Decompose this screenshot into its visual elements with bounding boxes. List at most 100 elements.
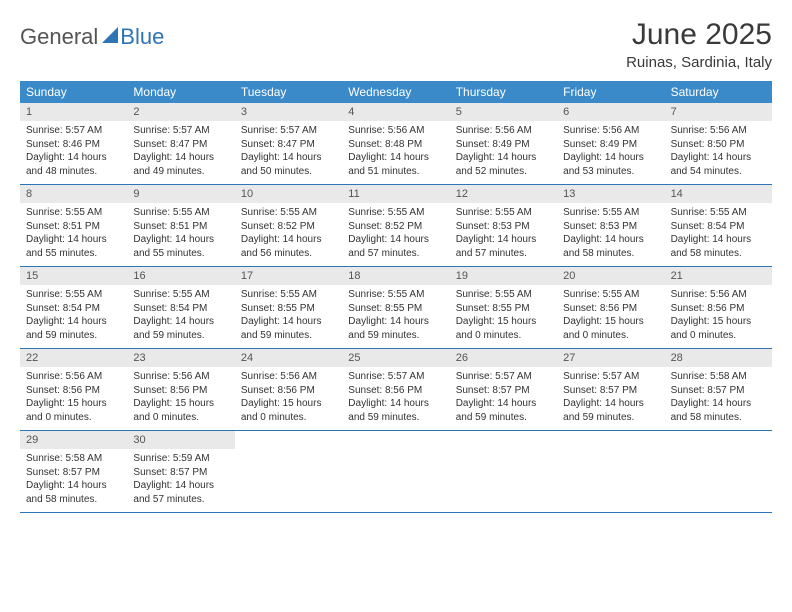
weekday-label: Monday [127,81,234,103]
daylight-text-2: and 58 minutes. [26,493,121,507]
sunrise-text: Sunrise: 5:55 AM [348,288,443,302]
daylight-text-2: and 59 minutes. [456,411,551,425]
day-details: Sunrise: 5:55 AMSunset: 8:53 PMDaylight:… [450,203,557,266]
sunrise-text: Sunrise: 5:55 AM [133,206,228,220]
sunset-text: Sunset: 8:54 PM [671,220,766,234]
weekday-label: Sunday [20,81,127,103]
sunrise-text: Sunrise: 5:56 AM [26,370,121,384]
calendar-cell: 29Sunrise: 5:58 AMSunset: 8:57 PMDayligh… [20,431,127,512]
sunrise-text: Sunrise: 5:56 AM [563,124,658,138]
sunrise-text: Sunrise: 5:57 AM [133,124,228,138]
calendar-week: 15Sunrise: 5:55 AMSunset: 8:54 PMDayligh… [20,267,772,349]
daylight-text-2: and 0 minutes. [671,329,766,343]
day-number: 7 [665,103,772,121]
month-title: June 2025 [626,18,772,52]
daylight-text-2: and 56 minutes. [241,247,336,261]
daylight-text-1: Daylight: 14 hours [241,151,336,165]
sunrise-text: Sunrise: 5:55 AM [241,206,336,220]
calendar-cell: 21Sunrise: 5:56 AMSunset: 8:56 PMDayligh… [665,267,772,348]
day-details: Sunrise: 5:55 AMSunset: 8:54 PMDaylight:… [127,285,234,348]
daylight-text-2: and 0 minutes. [563,329,658,343]
calendar-cell: 4Sunrise: 5:56 AMSunset: 8:48 PMDaylight… [342,103,449,184]
sunset-text: Sunset: 8:57 PM [456,384,551,398]
sunrise-text: Sunrise: 5:55 AM [133,288,228,302]
daylight-text-1: Daylight: 14 hours [241,233,336,247]
sunset-text: Sunset: 8:51 PM [26,220,121,234]
daylight-text-2: and 59 minutes. [348,329,443,343]
sunset-text: Sunset: 8:57 PM [26,466,121,480]
sunrise-text: Sunrise: 5:56 AM [671,288,766,302]
daylight-text-2: and 48 minutes. [26,165,121,179]
calendar-cell: 5Sunrise: 5:56 AMSunset: 8:49 PMDaylight… [450,103,557,184]
calendar-cell: 9Sunrise: 5:55 AMSunset: 8:51 PMDaylight… [127,185,234,266]
sunset-text: Sunset: 8:47 PM [241,138,336,152]
calendar-cell [665,431,772,512]
day-number: 15 [20,267,127,285]
day-number: 14 [665,185,772,203]
daylight-text-1: Daylight: 14 hours [563,233,658,247]
day-details: Sunrise: 5:55 AMSunset: 8:55 PMDaylight:… [342,285,449,348]
day-number: 6 [557,103,664,121]
daylight-text-1: Daylight: 14 hours [671,151,766,165]
calendar-cell [450,431,557,512]
sunset-text: Sunset: 8:50 PM [671,138,766,152]
weekday-label: Saturday [665,81,772,103]
day-details: Sunrise: 5:56 AMSunset: 8:50 PMDaylight:… [665,121,772,184]
day-details: Sunrise: 5:55 AMSunset: 8:52 PMDaylight:… [235,203,342,266]
sunset-text: Sunset: 8:55 PM [241,302,336,316]
day-number: 22 [20,349,127,367]
day-details: Sunrise: 5:55 AMSunset: 8:56 PMDaylight:… [557,285,664,348]
calendar-cell: 25Sunrise: 5:57 AMSunset: 8:56 PMDayligh… [342,349,449,430]
daylight-text-2: and 50 minutes. [241,165,336,179]
daylight-text-2: and 49 minutes. [133,165,228,179]
sunrise-text: Sunrise: 5:56 AM [241,370,336,384]
daylight-text-2: and 59 minutes. [26,329,121,343]
daylight-text-2: and 53 minutes. [563,165,658,179]
calendar-cell: 2Sunrise: 5:57 AMSunset: 8:47 PMDaylight… [127,103,234,184]
calendar-cell: 20Sunrise: 5:55 AMSunset: 8:56 PMDayligh… [557,267,664,348]
day-number: 29 [20,431,127,449]
day-number: 13 [557,185,664,203]
weekday-label: Tuesday [235,81,342,103]
daylight-text-2: and 59 minutes. [563,411,658,425]
daylight-text-1: Daylight: 15 hours [133,397,228,411]
weekday-label: Wednesday [342,81,449,103]
daylight-text-1: Daylight: 14 hours [348,315,443,329]
sunrise-text: Sunrise: 5:55 AM [671,206,766,220]
logo-text-part2: Blue [120,24,164,50]
sunset-text: Sunset: 8:56 PM [348,384,443,398]
daylight-text-2: and 59 minutes. [241,329,336,343]
weekday-label: Thursday [450,81,557,103]
daylight-text-1: Daylight: 14 hours [456,397,551,411]
day-number: 30 [127,431,234,449]
sunrise-text: Sunrise: 5:57 AM [241,124,336,138]
calendar-cell: 28Sunrise: 5:58 AMSunset: 8:57 PMDayligh… [665,349,772,430]
sunset-text: Sunset: 8:52 PM [241,220,336,234]
day-details: Sunrise: 5:57 AMSunset: 8:46 PMDaylight:… [20,121,127,184]
logo: General Blue [20,24,164,50]
calendar-cell: 15Sunrise: 5:55 AMSunset: 8:54 PMDayligh… [20,267,127,348]
daylight-text-2: and 0 minutes. [456,329,551,343]
calendar-cell: 7Sunrise: 5:56 AMSunset: 8:50 PMDaylight… [665,103,772,184]
daylight-text-1: Daylight: 14 hours [26,151,121,165]
sunset-text: Sunset: 8:53 PM [563,220,658,234]
day-details: Sunrise: 5:56 AMSunset: 8:56 PMDaylight:… [235,367,342,430]
calendar-cell: 14Sunrise: 5:55 AMSunset: 8:54 PMDayligh… [665,185,772,266]
calendar-cell: 8Sunrise: 5:55 AMSunset: 8:51 PMDaylight… [20,185,127,266]
sunset-text: Sunset: 8:56 PM [563,302,658,316]
day-number: 5 [450,103,557,121]
daylight-text-1: Daylight: 14 hours [456,233,551,247]
sunrise-text: Sunrise: 5:56 AM [133,370,228,384]
weekday-header: Sunday Monday Tuesday Wednesday Thursday… [20,81,772,103]
sunrise-text: Sunrise: 5:55 AM [456,206,551,220]
calendar-cell: 22Sunrise: 5:56 AMSunset: 8:56 PMDayligh… [20,349,127,430]
calendar-cell: 19Sunrise: 5:55 AMSunset: 8:55 PMDayligh… [450,267,557,348]
day-number: 27 [557,349,664,367]
sunrise-text: Sunrise: 5:58 AM [671,370,766,384]
sunrise-text: Sunrise: 5:55 AM [456,288,551,302]
daylight-text-2: and 58 minutes. [671,247,766,261]
day-number: 18 [342,267,449,285]
daylight-text-1: Daylight: 14 hours [563,397,658,411]
day-details: Sunrise: 5:57 AMSunset: 8:57 PMDaylight:… [557,367,664,430]
day-number: 2 [127,103,234,121]
